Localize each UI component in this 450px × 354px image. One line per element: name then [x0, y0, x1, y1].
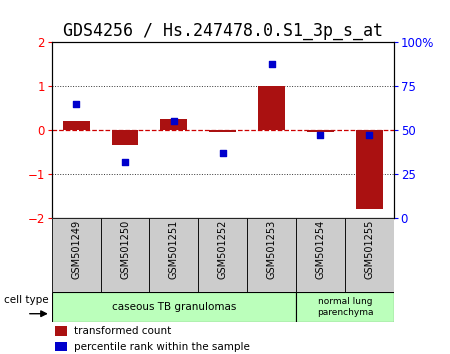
- Bar: [55, 342, 67, 352]
- Bar: [63, 121, 90, 130]
- Bar: [161, 119, 187, 130]
- Text: GSM501253: GSM501253: [266, 220, 277, 279]
- Bar: [307, 130, 334, 132]
- Point: [122, 159, 129, 165]
- Bar: [209, 130, 236, 132]
- Point: [317, 132, 324, 138]
- Point: [268, 61, 275, 66]
- Bar: [258, 86, 285, 130]
- Text: GSM501255: GSM501255: [364, 220, 374, 279]
- Text: GSM501249: GSM501249: [71, 220, 81, 279]
- Bar: [149, 218, 198, 292]
- Bar: [52, 292, 296, 322]
- Bar: [198, 218, 247, 292]
- Bar: [52, 218, 101, 292]
- Point: [170, 119, 177, 124]
- Bar: [112, 130, 139, 145]
- Text: GSM501251: GSM501251: [169, 220, 179, 279]
- Bar: [247, 218, 296, 292]
- Point: [219, 150, 226, 156]
- Bar: [356, 130, 383, 209]
- Title: GDS4256 / Hs.247478.0.S1_3p_s_at: GDS4256 / Hs.247478.0.S1_3p_s_at: [63, 22, 383, 40]
- Bar: [55, 326, 67, 336]
- Bar: [296, 218, 345, 292]
- Point: [366, 132, 373, 138]
- Text: cell type: cell type: [4, 296, 49, 306]
- Text: GSM501250: GSM501250: [120, 220, 130, 279]
- Text: GSM501254: GSM501254: [315, 220, 325, 279]
- Text: GSM501252: GSM501252: [218, 220, 228, 279]
- Bar: [101, 218, 149, 292]
- Text: transformed count: transformed count: [74, 326, 171, 336]
- Bar: [345, 218, 394, 292]
- Point: [72, 101, 80, 107]
- Text: caseous TB granulomas: caseous TB granulomas: [112, 302, 236, 312]
- Bar: [296, 292, 394, 322]
- Text: normal lung
parenchyma: normal lung parenchyma: [317, 297, 373, 317]
- Text: percentile rank within the sample: percentile rank within the sample: [74, 342, 250, 352]
